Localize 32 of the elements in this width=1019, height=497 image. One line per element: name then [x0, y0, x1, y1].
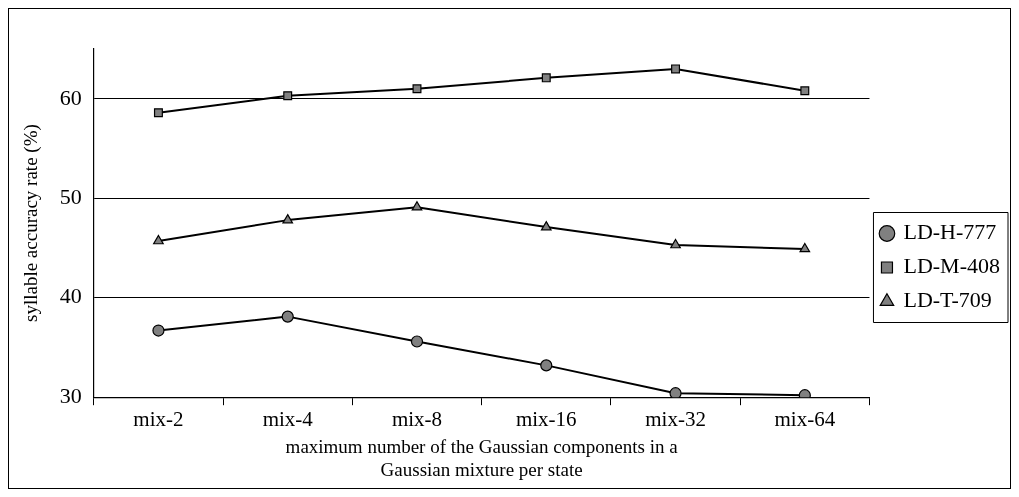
- point: [152, 324, 165, 337]
- x-tick-label: mix-32: [645, 407, 706, 432]
- y-tick-label: 30: [59, 382, 82, 408]
- point: [411, 201, 423, 211]
- point: [671, 64, 681, 74]
- point: [153, 234, 164, 245]
- legend-label: LD-H-777: [903, 219, 997, 245]
- legend-label: LD-M-408: [903, 253, 1001, 279]
- y-axis-title: syllable accuracy rate (%): [20, 124, 43, 322]
- point: [281, 310, 294, 323]
- legend-label: LD-T-709: [903, 287, 992, 313]
- y-tick-label: 60: [59, 84, 82, 110]
- y-tick-label: 40: [59, 283, 82, 309]
- point: [669, 387, 682, 398]
- point: [410, 335, 424, 348]
- x-tick-label: mix-2: [133, 407, 184, 432]
- x-tick-label: mix-16: [515, 407, 577, 432]
- point: [541, 73, 551, 83]
- point: [540, 359, 553, 372]
- point: [800, 86, 810, 96]
- point: [412, 84, 422, 94]
- point: [670, 238, 681, 249]
- x-tick-label: mix-64: [774, 407, 836, 432]
- y-tick-label: 50: [59, 184, 82, 210]
- x-tick-label: mix-4: [262, 407, 314, 432]
- point: [282, 214, 294, 224]
- x-tick-label: mix-8: [391, 407, 443, 432]
- point: [540, 220, 552, 231]
- point: [283, 91, 293, 101]
- point: [799, 242, 811, 253]
- point: [153, 108, 163, 118]
- x-axis-title: maximum number of the Gaussian components in a Gaussian mixture per state: [285, 435, 679, 480]
